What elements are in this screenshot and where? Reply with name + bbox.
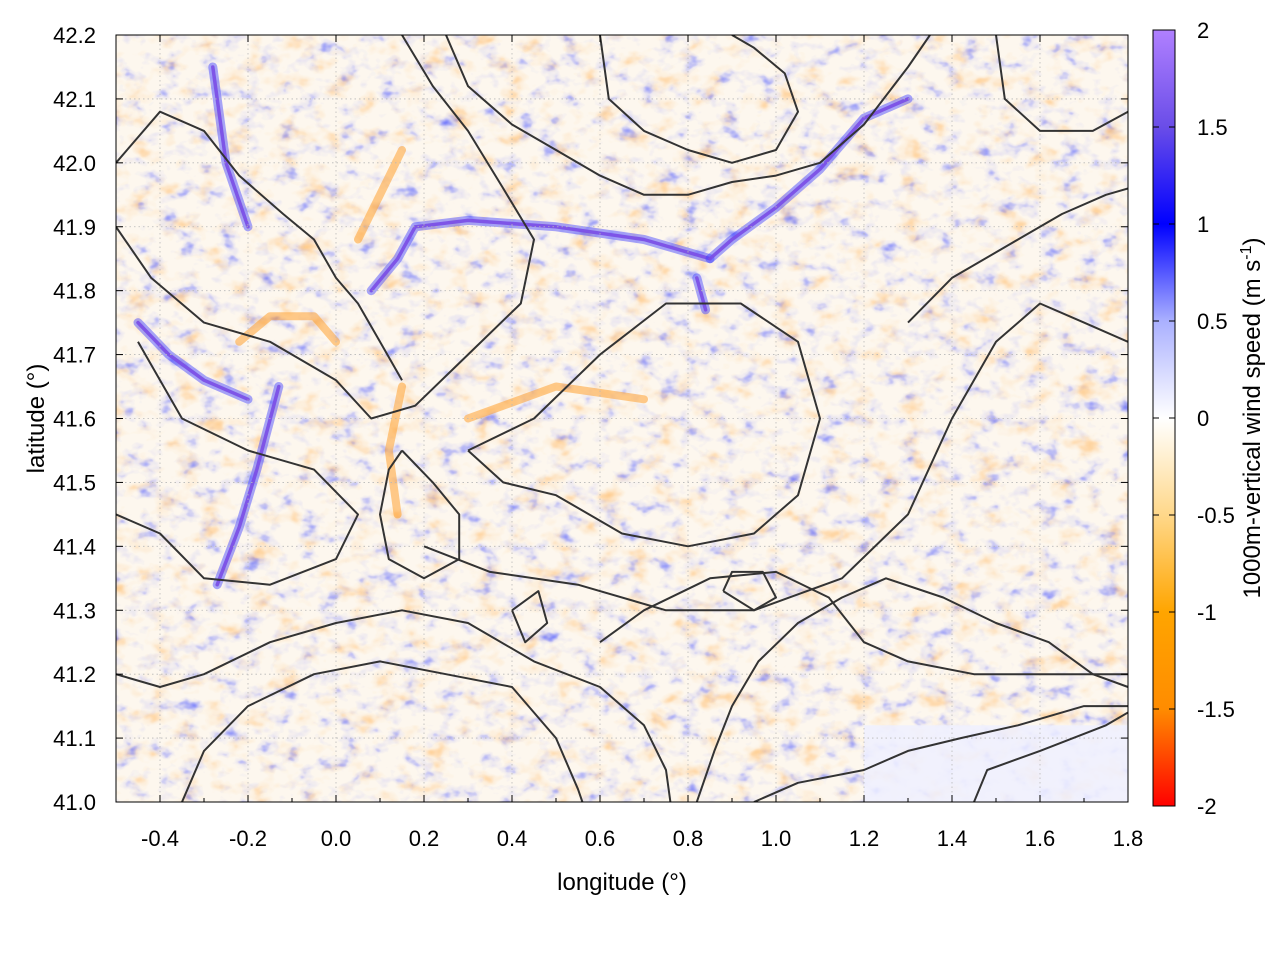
colorbar-label-sup: -1: [1238, 245, 1255, 259]
terrain-contour: [599, 35, 799, 164]
x-tick-label: 1.6: [1025, 826, 1056, 851]
x-tick-label: 0.4: [497, 826, 528, 851]
x-tick-label: 1.8: [1113, 826, 1144, 851]
colorbar-tick-label: -1: [1197, 600, 1217, 625]
terrain-contour: [116, 609, 672, 802]
x-tick-label: -0.2: [229, 826, 267, 851]
x-tick-label: 0.8: [673, 826, 704, 851]
x-tick-label: 1.4: [937, 826, 968, 851]
terrain-contour: [467, 302, 821, 548]
y-tick-label: 41.7: [53, 343, 96, 368]
y-tick-label: 42.0: [53, 151, 96, 176]
colorbar-tick-label: 0: [1197, 406, 1209, 431]
colorbar-tick-label: 2: [1197, 18, 1209, 43]
colorbar-ticks: 2 1.5 1 0.5 0 -0.5 -1 -1.5 -2: [1153, 18, 1235, 819]
colorbar-tick-label: 0.5: [1197, 309, 1228, 334]
downdraft-band: [384, 382, 406, 519]
y-tick-label: 41.8: [53, 279, 96, 304]
colorbar-tick-label: 1: [1197, 212, 1209, 237]
y-tick-label: 41.1: [53, 726, 96, 751]
terrain-contour: [753, 705, 1128, 802]
downdraft-band: [235, 312, 340, 346]
x-tick-label: 1.2: [849, 826, 880, 851]
terrain-contour: [973, 711, 1128, 802]
y-tick-label: 41.2: [53, 662, 96, 687]
updraft-core: [211, 65, 250, 229]
updraft-lines: [133, 62, 913, 590]
y-tick-label: 41.6: [53, 407, 96, 432]
y-axis-ticks: 41.0 41.1 41.2 41.3 41.4 41.5 41.6 41.7 41.8 41.9…: [53, 23, 1128, 815]
colorbar-label-end: ): [1239, 237, 1266, 245]
y-tick-label: 42.2: [53, 23, 96, 48]
x-axis-ticks: -0.4 -0.2 0.0 0.2 0.4 0.6 0.8 1.0 1.2 1.4 1.6 1.8: [115, 35, 1144, 851]
y-tick-label: 41.5: [53, 470, 96, 495]
colorbar-tick-label: -1.5: [1197, 697, 1235, 722]
terrain-contour: [116, 110, 403, 381]
updraft-core: [215, 384, 281, 587]
downdraft-band: [464, 382, 648, 423]
y-axis-label: latitude (°): [23, 364, 50, 474]
colorbar-tick-label: -2: [1197, 794, 1217, 819]
terrain-contour: [116, 341, 359, 586]
x-axis-label: longitude (°): [557, 869, 687, 896]
terrain-contour: [379, 449, 461, 580]
plot-area: -0.4 -0.2 0.0 0.2 0.4 0.6 0.8 1.0 1.2 1.4 1.6 1.8 4…: [23, 23, 1143, 896]
x-tick-label: 0.0: [321, 826, 352, 851]
colorbar-label: 1000m-vertical wind speed (m s-1): [1238, 237, 1266, 598]
colorbar-label-main: 1000m-vertical wind speed (m s: [1239, 260, 1266, 599]
colorbar-tick-label: 1.5: [1197, 115, 1228, 140]
y-tick-label: 42.1: [53, 87, 96, 112]
x-tick-label: 1.0: [761, 826, 792, 851]
x-tick-label: -0.4: [141, 826, 179, 851]
downdraft-band: [354, 146, 406, 244]
downdraft-lines: [235, 146, 648, 519]
terrain-contour: [116, 35, 535, 420]
updraft-field: [116, 35, 1128, 802]
contour-lines: [116, 35, 1128, 802]
colorbar-tick-label: -0.5: [1197, 503, 1235, 528]
updraft-core: [369, 218, 712, 293]
y-tick-label: 41.9: [53, 215, 96, 240]
y-tick-label: 41.3: [53, 598, 96, 623]
terrain-contour: [511, 590, 549, 644]
terrain-contour: [722, 570, 777, 612]
terrain-contour: [445, 35, 931, 196]
y-tick-label: 41.0: [53, 790, 96, 815]
terrain-contour: [995, 35, 1128, 132]
updraft-core: [136, 320, 250, 402]
terrain-contour: [423, 302, 1128, 612]
terrain-contour: [599, 570, 1128, 676]
x-tick-label: 0.2: [409, 826, 440, 851]
terrain-contour: [907, 187, 1128, 324]
colorbar: 2 1.5 1 0.5 0 -0.5 -1 -1.5 -2 1000m-vertical win…: [1152, 18, 1266, 819]
terrain-contour: [181, 660, 584, 802]
y-tick-label: 41.4: [53, 534, 96, 559]
x-tick-label: 0.6: [585, 826, 616, 851]
flat-region: [864, 725, 1128, 802]
terrain-contour: [695, 577, 1128, 802]
